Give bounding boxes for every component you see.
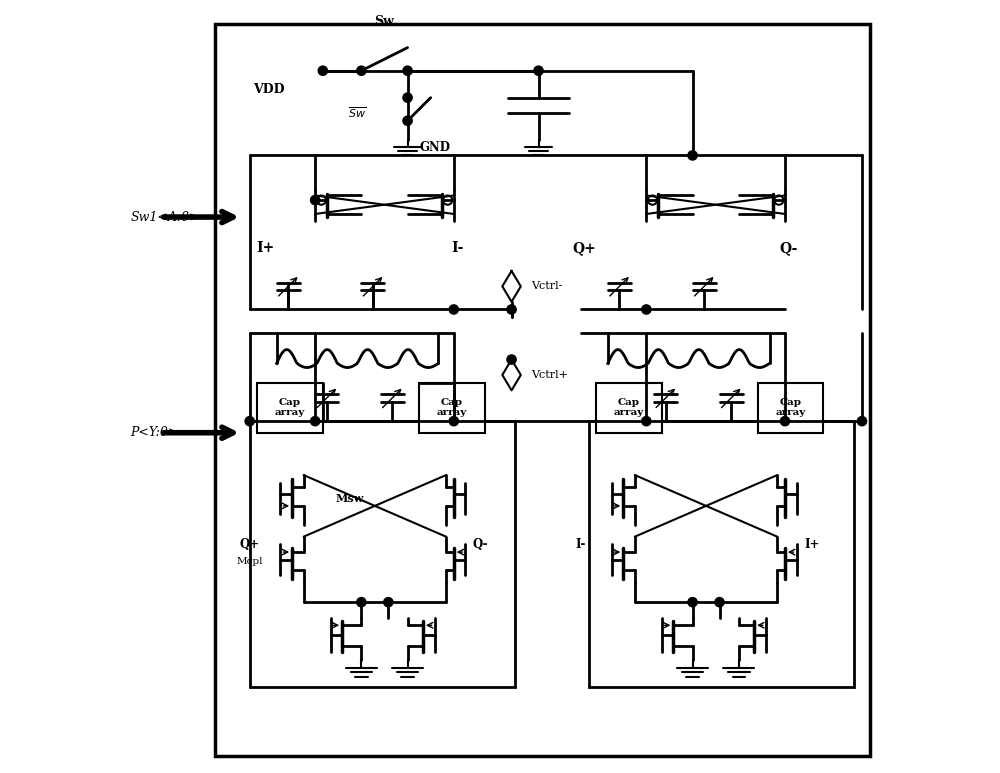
Text: VDD: VDD bbox=[253, 83, 285, 97]
Circle shape bbox=[715, 598, 724, 607]
Text: Q-: Q- bbox=[780, 241, 798, 255]
Bar bbox=[257, 383, 323, 433]
Circle shape bbox=[857, 417, 867, 426]
Circle shape bbox=[357, 598, 366, 607]
Circle shape bbox=[311, 417, 320, 426]
Text: I-: I- bbox=[451, 241, 464, 255]
Circle shape bbox=[403, 93, 412, 102]
Text: $\overline{Sw}$: $\overline{Sw}$ bbox=[348, 106, 367, 121]
Circle shape bbox=[318, 66, 327, 75]
Bar bbox=[250, 421, 515, 687]
Text: Mcpl: Mcpl bbox=[236, 557, 263, 566]
Circle shape bbox=[449, 417, 458, 426]
Text: I+: I+ bbox=[804, 538, 820, 551]
Circle shape bbox=[534, 66, 543, 75]
Circle shape bbox=[403, 66, 412, 75]
Circle shape bbox=[642, 305, 651, 314]
Bar bbox=[215, 25, 870, 756]
Circle shape bbox=[449, 305, 458, 314]
Text: Vctrl+: Vctrl+ bbox=[531, 370, 568, 380]
Circle shape bbox=[507, 355, 516, 364]
Circle shape bbox=[642, 417, 651, 426]
Circle shape bbox=[311, 196, 320, 205]
Circle shape bbox=[507, 305, 516, 314]
Text: Vctrl-: Vctrl- bbox=[531, 281, 562, 291]
Text: GND: GND bbox=[419, 141, 450, 155]
Circle shape bbox=[357, 66, 366, 75]
Circle shape bbox=[780, 417, 790, 426]
Bar bbox=[419, 383, 485, 433]
Bar bbox=[589, 421, 854, 687]
Text: Msw: Msw bbox=[336, 492, 364, 504]
Text: Q+: Q+ bbox=[573, 241, 597, 255]
Text: P<Y:0>: P<Y:0> bbox=[130, 426, 179, 439]
Circle shape bbox=[688, 151, 697, 160]
Bar bbox=[596, 383, 662, 433]
Text: Cap
array: Cap array bbox=[275, 398, 305, 417]
Text: Cap
array: Cap array bbox=[776, 398, 806, 417]
Circle shape bbox=[384, 598, 393, 607]
Text: Sw: Sw bbox=[375, 15, 394, 29]
Text: Sw1<A:0>: Sw1<A:0> bbox=[130, 210, 200, 223]
Text: I-: I- bbox=[576, 538, 586, 551]
Circle shape bbox=[688, 598, 697, 607]
Bar bbox=[758, 383, 823, 433]
Circle shape bbox=[245, 417, 254, 426]
Text: Q+: Q+ bbox=[240, 538, 260, 551]
Circle shape bbox=[403, 116, 412, 125]
Text: Q-: Q- bbox=[473, 538, 488, 551]
Text: Cap
array: Cap array bbox=[437, 398, 467, 417]
Text: Cap
array: Cap array bbox=[614, 398, 644, 417]
Text: I+: I+ bbox=[256, 241, 274, 255]
